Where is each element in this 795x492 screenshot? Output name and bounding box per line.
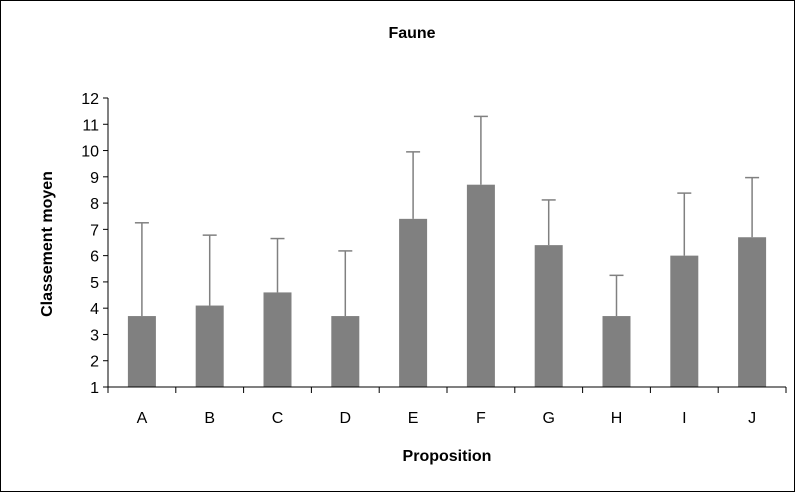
bar-a <box>127 316 156 387</box>
bar-d <box>331 316 360 387</box>
y-tick-label: 9 <box>90 170 99 187</box>
axes-layer <box>103 97 787 393</box>
bars-layer <box>127 184 767 387</box>
bar-j <box>738 237 767 387</box>
y-tick-label: 3 <box>90 327 99 344</box>
bar-e <box>399 218 428 387</box>
bar-b <box>195 305 224 387</box>
y-tick-label: 4 <box>90 301 99 318</box>
x-tick-label: A <box>137 410 148 427</box>
chart-title: Faune <box>388 25 435 42</box>
y-axis-title: Classement moyen <box>39 171 56 317</box>
x-tick-label: I <box>682 410 686 427</box>
y-tick-label: 8 <box>90 196 99 213</box>
y-tick-label: 11 <box>82 117 99 134</box>
bar-h <box>602 316 631 387</box>
x-tick-label: H <box>611 410 623 427</box>
x-axis-title: Proposition <box>403 448 492 465</box>
x-tick-labels: A B C D E F G H I J <box>137 410 757 427</box>
bar-g <box>534 245 563 387</box>
bar-f <box>466 184 495 387</box>
y-tick-label: 7 <box>90 222 99 239</box>
y-tick-label: 1 <box>90 380 99 397</box>
x-tick-label: G <box>542 410 554 427</box>
x-tick-label: J <box>748 410 756 427</box>
x-tick-label: C <box>272 410 284 427</box>
y-tick-label: 10 <box>81 144 99 161</box>
y-tick-label: 2 <box>90 354 99 371</box>
bar-c <box>263 292 292 387</box>
x-tick-label: B <box>204 410 215 427</box>
x-tick-label: E <box>408 410 419 427</box>
x-tick-label: F <box>476 410 486 427</box>
y-tick-label: 5 <box>90 275 99 292</box>
bar-i <box>670 255 699 387</box>
y-tick-label: 12 <box>81 91 99 108</box>
y-tick-label: 6 <box>90 249 99 266</box>
x-tick-label: D <box>340 410 352 427</box>
error-bars-layer <box>134 115 760 317</box>
